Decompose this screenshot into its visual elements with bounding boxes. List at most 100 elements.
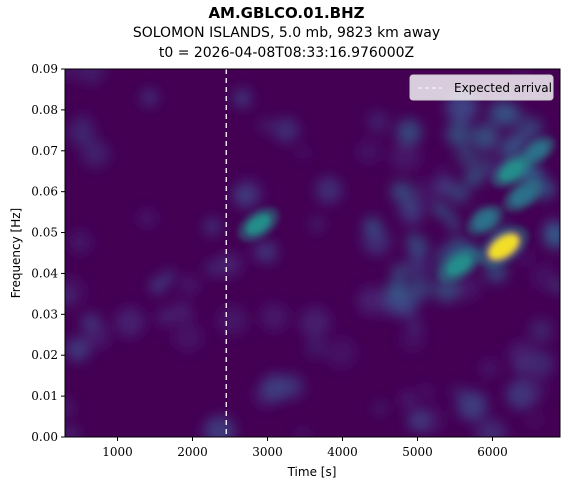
texture-blob (552, 280, 560, 294)
y-ticks: 0.00 0.01 0.02 0.03 0.04 0.05 0.06 0.07 0.08 0.09 (31, 62, 65, 444)
y-tick-label: 0.05 (31, 226, 58, 240)
hotspots (238, 135, 556, 283)
texture-blob (140, 89, 159, 107)
x-ticks: 1000 2000 3000 4000 5000 6000 (102, 437, 508, 459)
texture-blob (400, 327, 425, 351)
texture-blob (84, 323, 110, 349)
y-axis-label: Frequency [Hz] (9, 208, 23, 299)
hotspot (498, 160, 524, 182)
y-tick-label: 0.03 (31, 307, 58, 321)
texture-blob (356, 139, 381, 164)
x-tick-label: 6000 (477, 445, 508, 459)
texture-blob (433, 276, 460, 303)
texture-blob (528, 351, 555, 377)
texture-blob (435, 176, 456, 197)
chart-subtitle: SOLOMON ISLANDS, 5.0 mb, 9823 km away (132, 25, 441, 41)
texture-blob (299, 307, 331, 338)
texture-blob (149, 277, 167, 295)
texture-blob (261, 373, 290, 402)
y-tick-label: 0.00 (31, 430, 58, 444)
texture-blob (515, 373, 547, 405)
texture-blob (138, 209, 156, 228)
texture-blob (306, 338, 326, 358)
texture-blob (406, 255, 428, 277)
texture-blob (161, 270, 175, 284)
texture-blob (480, 359, 499, 378)
texture-blob (450, 184, 470, 204)
texture-blob (171, 301, 192, 323)
texture-blob (296, 427, 310, 437)
texture-blob (508, 132, 523, 146)
texture-blob (453, 273, 481, 301)
texture-blob (68, 230, 92, 254)
texture-blob (232, 187, 249, 204)
texture-blob (217, 305, 248, 336)
texture-blob (419, 385, 433, 399)
texture-blob (259, 118, 274, 133)
texture-blob (65, 337, 90, 362)
texture-blob (457, 390, 488, 421)
texture-blob (76, 69, 106, 84)
texture-blob (81, 139, 110, 168)
texture-blob (249, 243, 264, 259)
hotspot (510, 185, 535, 206)
texture-blob (65, 276, 86, 308)
texture-blob (374, 402, 387, 415)
hotspot (245, 213, 272, 236)
texture-blob (204, 260, 221, 277)
texture-blob (407, 408, 431, 432)
texture-blob (475, 418, 507, 437)
legend: Expected arrival (409, 74, 554, 101)
x-axis-label: Time [s] (287, 465, 337, 479)
texture-blob (232, 88, 252, 108)
legend-label: Expected arrival (454, 81, 552, 95)
texture-blob (325, 337, 357, 369)
texture-blob (407, 276, 432, 301)
texture-blob (406, 231, 420, 246)
texture-blob (519, 116, 543, 141)
texture-blob (391, 263, 409, 281)
texture-blob (386, 278, 408, 301)
x-tick-label: 4000 (327, 445, 358, 459)
y-tick-label: 0.09 (31, 62, 58, 76)
texture-blob (470, 155, 494, 179)
texture-blob (296, 145, 310, 159)
texture-blob (65, 398, 74, 417)
y-tick-label: 0.06 (31, 185, 58, 199)
texture-blob (273, 117, 299, 143)
axes (64, 68, 561, 438)
texture-blob (471, 123, 498, 150)
texture-blob (65, 426, 79, 437)
texture-blob (367, 111, 389, 133)
x-tick-label: 3000 (252, 445, 283, 459)
texture-blob (65, 69, 78, 82)
texture-blob (445, 121, 471, 147)
texture-blob (543, 225, 560, 250)
x-tick-label: 5000 (402, 445, 433, 459)
y-tick-label: 0.02 (31, 348, 58, 362)
x-tick-label: 2000 (177, 445, 208, 459)
legend-box (409, 74, 554, 101)
texture-blob (173, 321, 203, 352)
y-tick-label: 0.08 (31, 103, 58, 117)
texture-blob (156, 308, 174, 326)
texture-blob (203, 217, 222, 236)
heatmap-layer (65, 69, 560, 437)
texture-blob (393, 183, 419, 208)
texture-blob (528, 413, 542, 427)
texture-blob (203, 415, 236, 437)
texture-blob (400, 391, 416, 408)
texture-blob (435, 164, 448, 177)
texture-blob (395, 118, 422, 145)
texture-blob (315, 176, 343, 204)
y-tick-label: 0.04 (31, 266, 58, 280)
texture-blob (357, 286, 387, 315)
texture-blob (217, 252, 242, 277)
texture-blob (531, 264, 558, 290)
hotspot (445, 254, 472, 277)
texture-blob (67, 119, 95, 147)
axes-frame (64, 68, 561, 438)
chart-subtitle-time: t0 = 2026-04-08T08:33:16.976000Z (158, 45, 415, 61)
texture-blob (456, 145, 477, 166)
